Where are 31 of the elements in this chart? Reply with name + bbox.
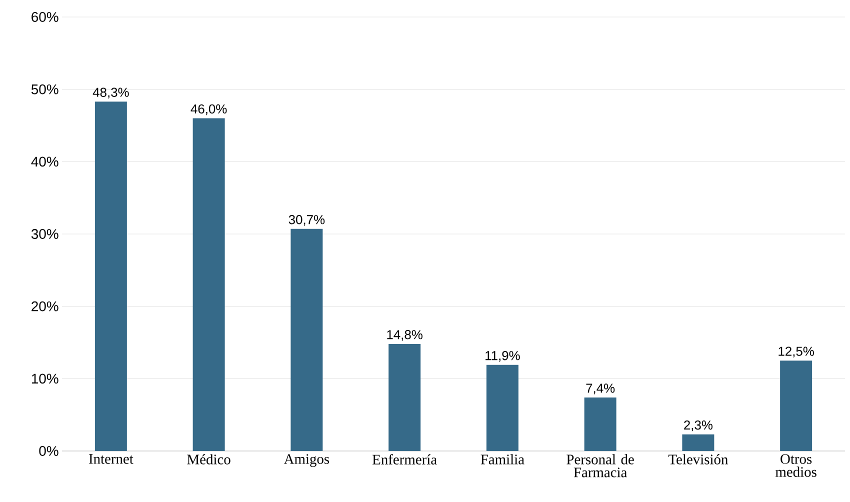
x-tick-label: Enfermería [372,454,437,464]
bar [388,344,421,451]
bar [584,397,616,451]
bar [290,228,323,451]
data-label: 12,5% [778,346,814,358]
data-label: 30,7% [288,215,325,226]
y-tick-label: 10% [32,374,58,384]
x-tick-label: Amigos [284,454,330,467]
x-tick-label: Familia [480,454,524,464]
data-label: 48,3% [92,88,129,98]
x-tick-label: Televisión [668,454,728,464]
data-label: 14,8% [387,330,422,341]
bar [192,118,225,451]
data-label: 2,3% [684,420,712,432]
y-tick-label: 0% [39,446,58,456]
x-tick-label: Otros medios [775,454,816,477]
x-tick-label: Personal de Farmacia [566,454,634,478]
bar [486,364,518,451]
y-tick-label: 20% [32,301,58,312]
y-tick-label: 40% [31,156,58,167]
bar [682,434,714,451]
data-label: 46,0% [190,104,227,116]
y-tick-label: 60% [32,12,58,22]
bar [94,102,127,451]
bar [780,360,812,451]
x-tick-label: Internet [88,454,134,464]
y-tick-label: 30% [31,229,58,239]
data-label: 11,9% [486,351,520,362]
y-tick-label: 50% [31,84,58,94]
x-tick-label: Médico [187,454,230,464]
data-label: 7,4% [586,384,615,394]
